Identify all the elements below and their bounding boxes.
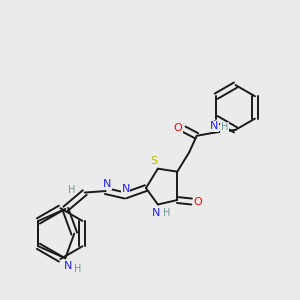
Text: N: N (210, 121, 218, 131)
Text: H: H (221, 122, 228, 133)
Text: N: N (64, 261, 73, 271)
Text: H: H (68, 184, 75, 195)
Text: O: O (173, 123, 182, 133)
Text: O: O (194, 196, 203, 206)
Text: H: H (163, 208, 170, 218)
Text: N: N (103, 179, 111, 190)
Text: S: S (151, 156, 158, 166)
Text: N: N (122, 184, 130, 194)
Text: N: N (152, 208, 160, 218)
Text: H: H (74, 264, 82, 274)
